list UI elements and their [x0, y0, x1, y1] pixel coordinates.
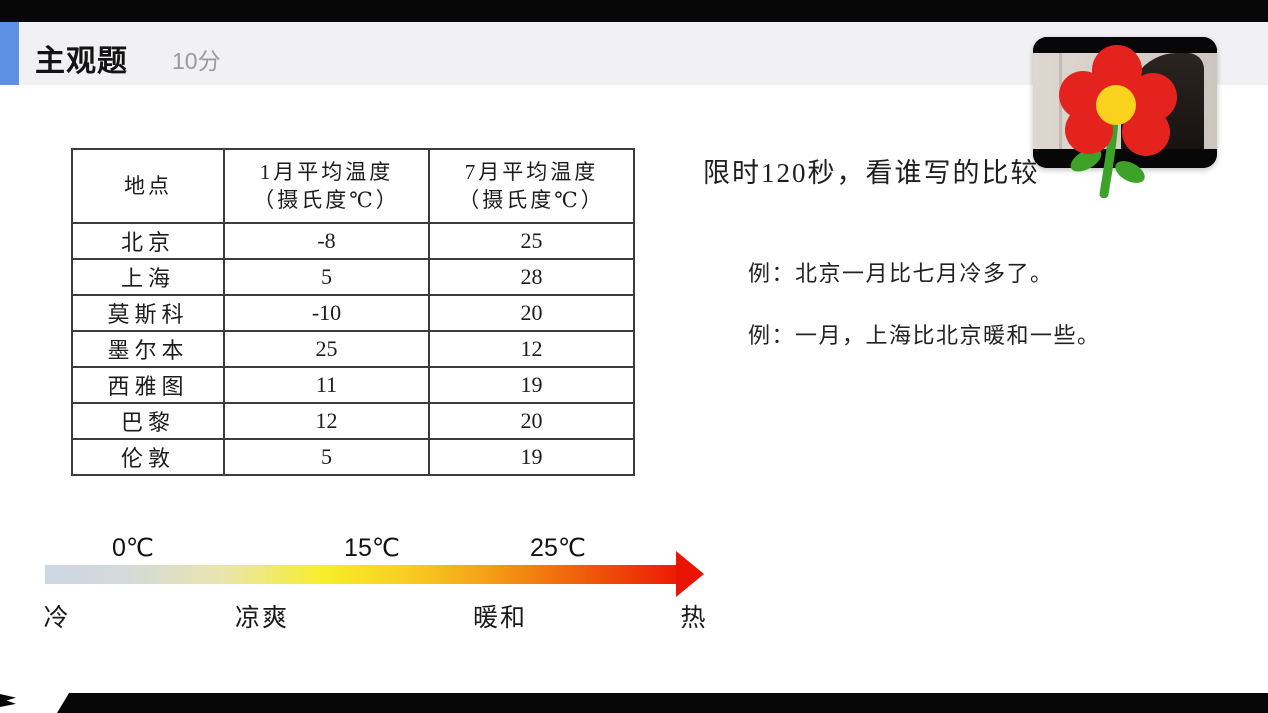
flower-sticker-icon: [1059, 45, 1177, 198]
accent-bar: [0, 22, 19, 85]
question-points: 10分: [172, 48, 221, 74]
top-letterbox-bar: [0, 0, 1268, 22]
bottom-left-fragment: [0, 694, 16, 707]
question-type-title: 主观题: [35, 45, 128, 78]
table-row: 巴黎 12 20: [71, 402, 635, 440]
city-cell: 莫斯科: [71, 294, 225, 332]
bottom-letterbox-bar: [57, 693, 1268, 713]
table-row: 西雅图 11 19: [71, 366, 635, 404]
city-cell: 西雅图: [71, 366, 225, 404]
scale-tick-label: 0℃: [112, 534, 154, 562]
table-header: 地点 1月平均温度 （摄氏度℃） 7月平均温度 （摄氏度℃）: [71, 148, 635, 224]
table-row: 北京 -8 25: [71, 222, 635, 260]
jan-temp-cell: 5: [223, 258, 430, 296]
jan-temp-cell: 12: [223, 402, 430, 440]
example-sentence: 例：北京一月比七月冷多了。: [748, 261, 1054, 286]
scale-zone-label: 冷: [43, 605, 71, 632]
jul-temp-cell: 20: [428, 402, 635, 440]
jul-temp-cell: 12: [428, 330, 635, 368]
jan-temp-cell: 11: [223, 366, 430, 404]
arrow-head-icon: [676, 551, 704, 597]
video-letterbox-top: [1033, 37, 1217, 53]
jan-temp-cell: -8: [223, 222, 430, 260]
jan-temp-cell: 5: [223, 438, 430, 476]
jul-temp-cell: 28: [428, 258, 635, 296]
jan-temp-cell: -10: [223, 294, 430, 332]
city-cell: 上海: [71, 258, 225, 296]
jul-temp-cell: 19: [428, 366, 635, 404]
example-sentence: 例：一月，上海比北京暖和一些。: [748, 323, 1101, 348]
jan-temp-cell: 25: [223, 330, 430, 368]
city-cell: 墨尔本: [71, 330, 225, 368]
scale-zone-label: 热: [680, 605, 708, 632]
example-list: 例：北京一月比七月冷多了。例：一月，上海比北京暖和一些。: [748, 258, 1101, 382]
question-prompt: 限时120秒，看谁写的比较: [703, 158, 1040, 188]
scale-zone-label: 凉爽: [234, 605, 290, 632]
temperature-table: 地点 1月平均温度 （摄氏度℃） 7月平均温度 （摄氏度℃） 北京 -8 25 上海 5 28 莫斯…: [71, 148, 635, 476]
table-row: 莫斯科 -10 20: [71, 294, 635, 332]
table-row: 上海 5 28: [71, 258, 635, 296]
scale-zone-label: 暖和: [472, 605, 528, 632]
table-row: 伦敦 5 19: [71, 438, 635, 476]
city-cell: 北京: [71, 222, 225, 260]
jul-temp-cell: 20: [428, 294, 635, 332]
city-cell: 伦敦: [71, 438, 225, 476]
jul-temp-cell: 19: [428, 438, 635, 476]
city-cell: 巴黎: [71, 402, 225, 440]
temperature-scale: 0℃ 15℃ 25℃ 冷 凉爽 暖和 热: [0, 525, 760, 635]
scale-tick-label: 15℃: [344, 534, 400, 562]
column-header: 地点: [71, 148, 225, 224]
scale-tick-label: 25℃: [530, 534, 586, 562]
column-header: 7月平均温度 （摄氏度℃）: [428, 148, 635, 224]
jul-temp-cell: 25: [428, 222, 635, 260]
temperature-gradient-bar: [45, 565, 678, 584]
column-header: 1月平均温度 （摄氏度℃）: [223, 148, 430, 224]
table-row: 墨尔本 25 12: [71, 330, 635, 368]
